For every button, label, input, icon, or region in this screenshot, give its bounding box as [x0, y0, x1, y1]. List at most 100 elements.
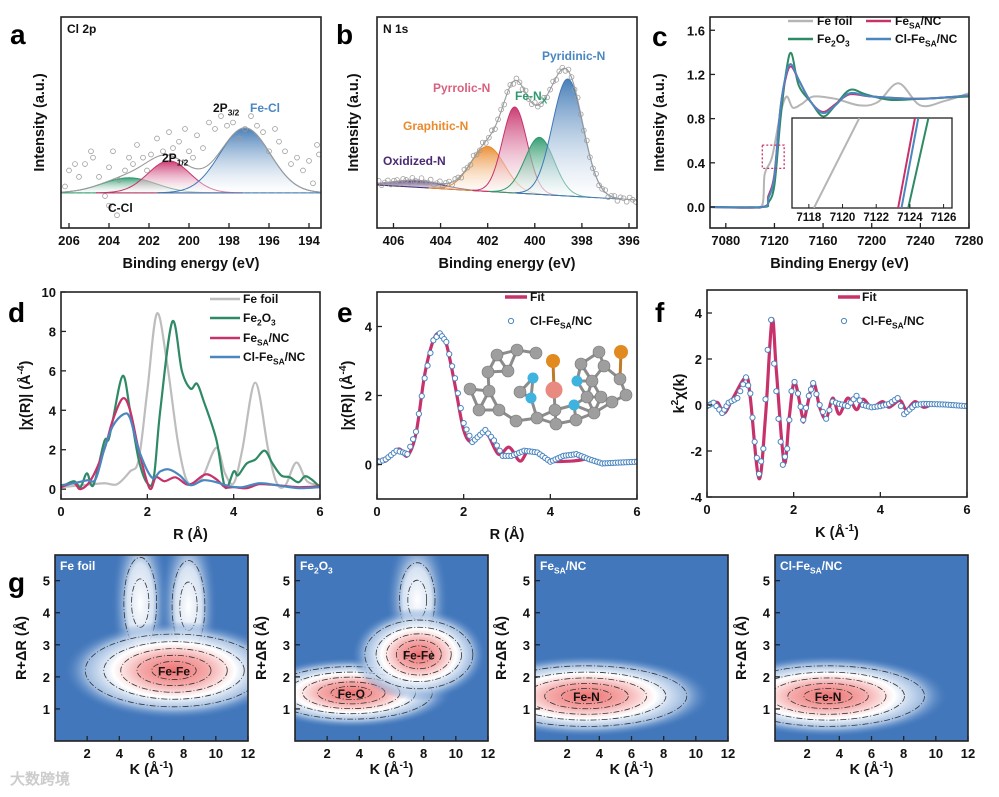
data-point: [76, 174, 82, 180]
x-tick-label: 7200: [857, 233, 886, 248]
x-tick-label: 4: [596, 746, 604, 761]
data-point: [412, 177, 419, 184]
data-point: [148, 151, 154, 158]
component-label: Pyridinic-N: [542, 49, 605, 63]
y-tick-label: 0.8: [687, 112, 705, 127]
data-point: [415, 179, 422, 185]
y-tick-label: -4: [690, 490, 702, 505]
y-tick-label: 5: [43, 574, 50, 589]
contour-line: [775, 671, 905, 721]
peak-label: Fe-N: [573, 690, 600, 704]
data-point: [800, 416, 807, 424]
chlorine-atom: [546, 354, 560, 368]
contour-line: [123, 556, 158, 650]
data-point: [314, 142, 320, 148]
x-tick-label: 2: [324, 746, 331, 761]
data-point: [126, 154, 132, 161]
data-point: [206, 119, 212, 126]
data-point: [493, 442, 500, 449]
data-point: [810, 380, 817, 387]
carbon-atom: [580, 390, 594, 404]
carbon-atom: [594, 390, 608, 404]
x-tick-label: 8: [900, 746, 907, 761]
carbon-atom: [574, 357, 588, 371]
carbon-atom: [490, 348, 504, 362]
data-point: [437, 178, 443, 185]
panel-letter: f: [655, 297, 665, 328]
plot-frame: [534, 554, 729, 742]
data-point: [310, 180, 316, 187]
x-tick-label: 6: [628, 746, 635, 761]
component-label: Pyrrolic-N: [433, 81, 490, 95]
x-tick-label: 6: [388, 746, 395, 761]
data-point: [154, 135, 160, 142]
component-label: Fe-Cl: [250, 101, 280, 115]
y-tick-label: 0.0: [687, 200, 705, 215]
contour-line: [535, 671, 667, 721]
data-point: [90, 154, 96, 161]
contour-line: [364, 619, 474, 690]
inset-frame: [791, 117, 953, 209]
data-point: [753, 454, 760, 461]
x-tick-label: 4: [356, 746, 364, 761]
data-point: [742, 374, 750, 381]
y-axis-label: Intensity (a.u.): [32, 73, 48, 171]
data-point: [455, 174, 462, 181]
data-point: [577, 111, 584, 118]
data-point: [786, 416, 793, 424]
data-point: [72, 161, 78, 167]
y-tick-label: 10: [42, 285, 56, 300]
y-tick-label: 6: [49, 364, 56, 379]
data-point: [473, 151, 480, 158]
intensity-peak: [351, 608, 487, 701]
data-point: [418, 175, 425, 181]
x-tick-label: 6: [868, 746, 875, 761]
data-point: [580, 127, 587, 134]
data-point: [415, 410, 422, 417]
data-point: [568, 74, 575, 80]
intensity-peak: [535, 655, 712, 737]
x-tick-label: 10: [449, 746, 463, 761]
y-axis-label: R+ΔR (Å): [733, 616, 750, 680]
plot-frame: [774, 554, 969, 742]
data-point: [200, 145, 206, 151]
x-tick-label: 406: [383, 233, 405, 248]
nitrogen-atom: [568, 399, 580, 411]
data-point: [62, 183, 68, 190]
data-point: [734, 395, 741, 402]
data-point: [427, 349, 434, 357]
data-point: [418, 392, 425, 400]
x-tick-label: 0: [703, 502, 710, 517]
carbon-atom: [463, 382, 477, 396]
data-point: [443, 179, 449, 186]
y-tick-label: 0: [695, 398, 702, 413]
x-tick-label: 398: [571, 233, 593, 248]
carbon-atom: [597, 359, 611, 373]
data-point: [140, 154, 146, 161]
data-point: [212, 126, 218, 132]
data-point: [894, 395, 901, 402]
panel-letter: b: [336, 19, 353, 50]
x-tick-label: 6: [963, 502, 970, 517]
contour-line: [151, 660, 197, 680]
data-point: [82, 161, 88, 167]
y-tick-label: 1: [283, 702, 290, 717]
legend-label: FeSA/NC: [243, 331, 290, 348]
plot-frame: [706, 289, 968, 498]
data-point: [248, 113, 254, 119]
inset-series-line: [813, 118, 861, 208]
legend-label: Fe foil: [817, 14, 852, 28]
y-tick-label: 4: [49, 403, 57, 418]
data-point: [853, 392, 860, 399]
data-point: [590, 165, 596, 172]
iron-atom: [545, 381, 563, 399]
x-axis-label: K (Å-1): [370, 760, 414, 778]
legend-marker: [840, 317, 848, 325]
y-tick-label: 2: [695, 352, 702, 367]
carbon-atom: [501, 364, 515, 378]
data-point: [452, 176, 458, 182]
data-point: [791, 378, 798, 386]
y-tick-label: 2: [49, 443, 56, 458]
